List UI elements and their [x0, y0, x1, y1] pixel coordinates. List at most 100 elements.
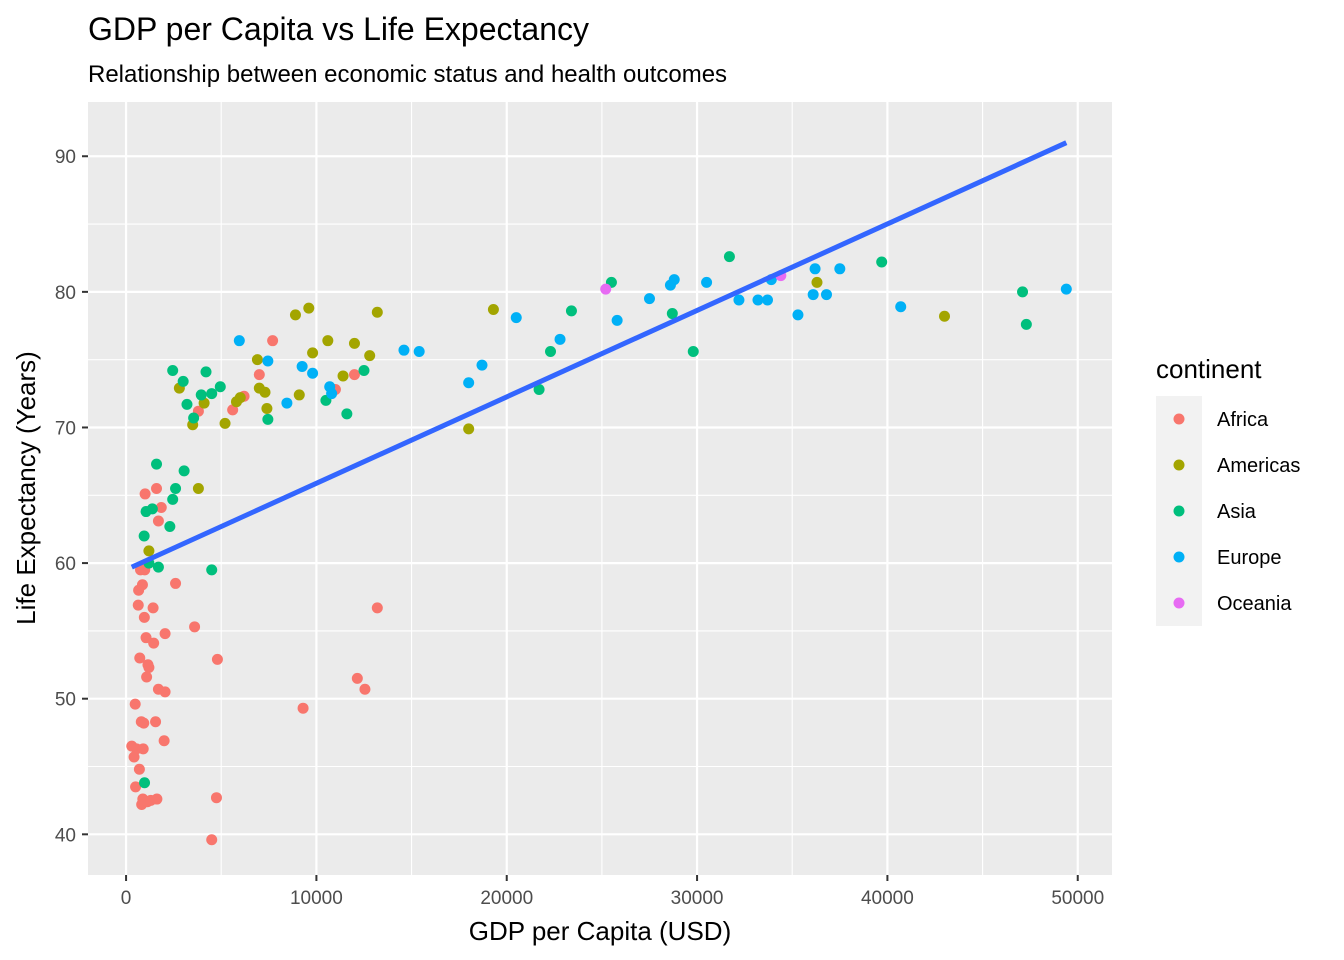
point-europe — [792, 309, 804, 321]
point-asia — [200, 366, 212, 378]
point-europe — [733, 294, 745, 306]
point-asia — [723, 251, 735, 263]
point-africa — [189, 621, 201, 633]
point-asia — [1017, 286, 1029, 298]
point-americas — [259, 386, 271, 398]
point-europe — [643, 293, 655, 305]
point-americas — [337, 370, 349, 382]
point-africa — [140, 632, 152, 644]
point-europe — [554, 333, 566, 345]
point-americas — [192, 483, 204, 494]
point-americas — [348, 337, 360, 349]
point-europe — [895, 301, 907, 313]
point-africa — [150, 716, 162, 728]
legend-title: continent — [1156, 354, 1262, 384]
x-tick-label: 0 — [121, 888, 132, 909]
point-asia — [214, 381, 226, 393]
legend-swatch-africa — [1173, 413, 1185, 425]
x-tick-label: 10000 — [290, 888, 343, 909]
point-africa — [211, 653, 223, 665]
point-asia — [262, 413, 274, 425]
minor-gridlines — [88, 102, 1112, 875]
point-africa — [143, 662, 155, 674]
point-europe — [761, 294, 773, 306]
point-europe — [262, 355, 274, 367]
point-europe — [701, 276, 713, 288]
legend-swatch-europe — [1173, 551, 1185, 563]
x-tick-label: 30000 — [671, 888, 724, 909]
x-tick-label: 20000 — [480, 888, 533, 909]
point-europe — [752, 294, 764, 306]
point-africa — [206, 834, 218, 846]
point-asia — [139, 777, 151, 789]
legend-swatch-asia — [1173, 505, 1185, 517]
point-asia — [195, 389, 207, 401]
point-africa — [159, 686, 171, 698]
chart-subtitle: Relationship between economic status and… — [88, 61, 727, 88]
y-axis: 40 50 60 70 80 90 — [55, 147, 88, 846]
point-africa — [137, 743, 149, 755]
point-asia — [666, 308, 678, 320]
point-africa — [152, 515, 164, 527]
point-africa — [297, 702, 309, 714]
legend-label-oceania: Oceania — [1217, 593, 1292, 615]
legend-swatch-americas — [1173, 459, 1185, 471]
point-africa — [151, 483, 163, 494]
point-americas — [234, 392, 246, 404]
point-asia — [138, 530, 150, 542]
legend: continent Africa Americas Asia Europe Oceani… — [1156, 354, 1300, 626]
point-africa — [159, 628, 171, 640]
y-axis-title: Life Expectancy (Years) — [11, 351, 41, 625]
x-axis-title: GDP per Capita (USD) — [469, 916, 732, 946]
point-africa — [351, 672, 363, 684]
point-asia — [358, 365, 370, 377]
point-americas — [143, 545, 155, 557]
point-africa — [155, 501, 167, 513]
point-americas — [487, 303, 499, 315]
point-africa — [130, 781, 142, 793]
point-europe — [296, 360, 308, 372]
point-europe — [611, 314, 623, 326]
point-asia — [188, 412, 200, 424]
point-asia — [545, 346, 557, 358]
point-africa — [158, 735, 170, 747]
point-americas — [289, 309, 301, 321]
point-asia — [146, 503, 158, 515]
point-europe — [281, 397, 293, 409]
legend-label-africa: Africa — [1217, 409, 1269, 431]
legend-swatch-oceania — [1173, 597, 1185, 609]
point-africa — [141, 671, 153, 683]
y-tick-label: 70 — [55, 418, 76, 439]
point-oceania — [600, 283, 612, 295]
y-tick-label: 40 — [55, 825, 76, 846]
point-asia — [178, 465, 190, 477]
chart-title: GDP per Capita vs Life Expectancy — [88, 11, 589, 47]
point-africa — [359, 683, 371, 695]
point-asia — [164, 520, 176, 532]
point-africa — [151, 793, 163, 805]
point-asia — [341, 408, 353, 420]
major-gridlines — [88, 102, 1112, 875]
trend-line — [130, 140, 1068, 570]
point-africa — [133, 763, 145, 775]
point-americas — [364, 350, 376, 362]
point-europe — [476, 359, 488, 371]
point-asia — [177, 375, 189, 387]
point-asia — [152, 561, 164, 573]
point-europe — [233, 335, 245, 347]
legend-label-asia: Asia — [1217, 501, 1257, 523]
point-asia — [151, 458, 163, 470]
x-tick-label: 40000 — [861, 888, 914, 909]
point-africa — [136, 579, 148, 591]
point-europe — [326, 388, 338, 400]
y-tick-label: 50 — [55, 690, 76, 711]
point-americas — [811, 276, 823, 288]
data-points — [126, 251, 1072, 846]
plot-panel — [88, 102, 1112, 875]
point-europe — [820, 289, 832, 301]
y-tick-label: 90 — [55, 147, 76, 168]
point-europe — [463, 377, 475, 389]
point-americas — [251, 354, 263, 366]
point-europe — [809, 263, 821, 275]
